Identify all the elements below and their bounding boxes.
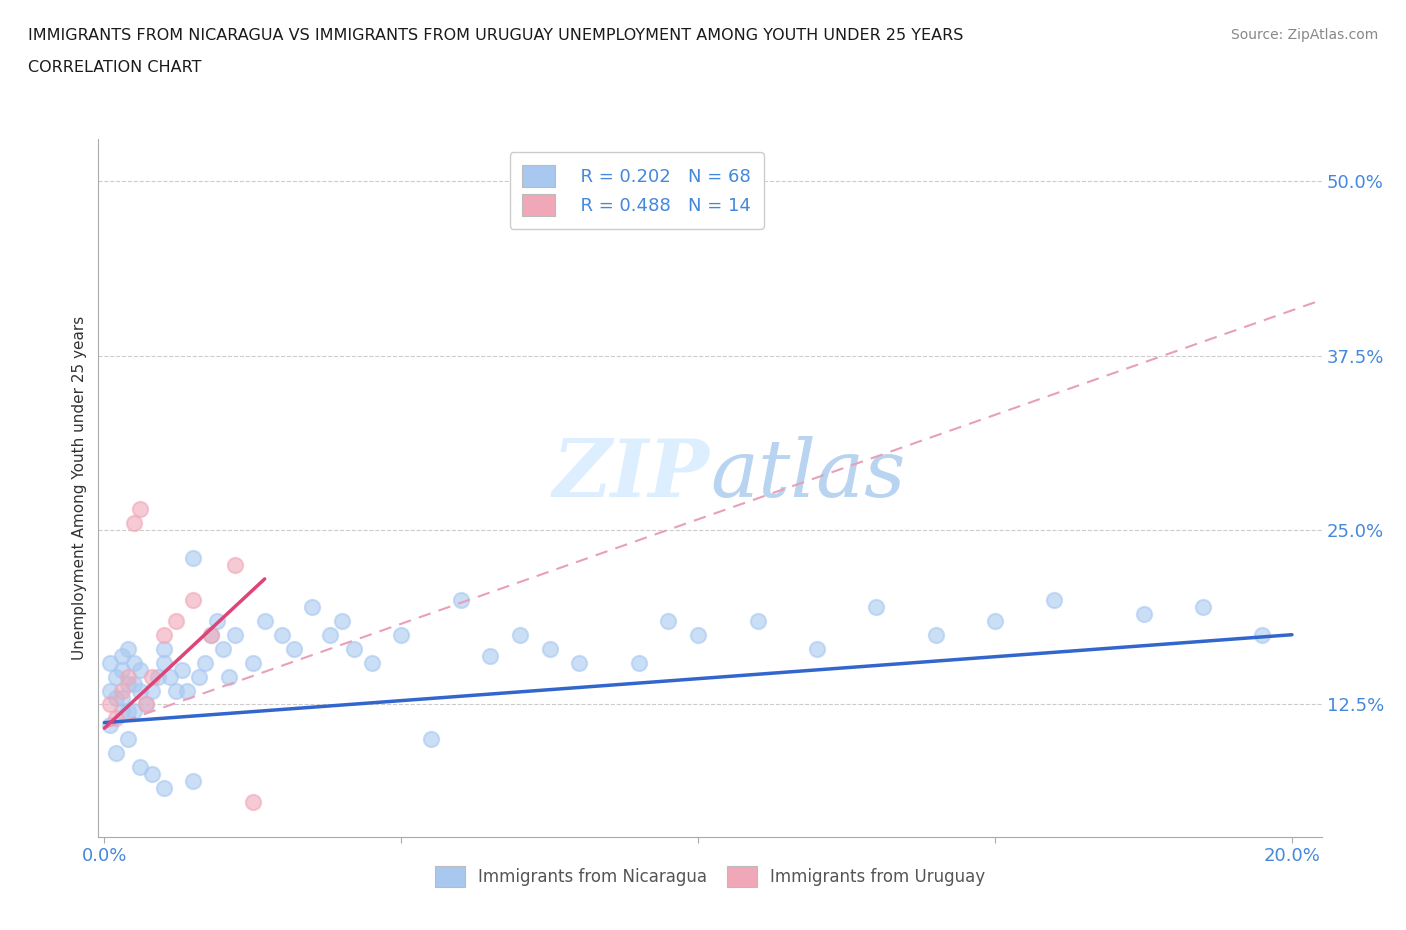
Point: [627, 656, 650, 671]
Point: [98, 683, 121, 698]
Point: [450, 592, 472, 607]
Text: atlas: atlas: [710, 435, 905, 513]
Point: [343, 642, 366, 657]
Text: Source: ZipAtlas.com: Source: ZipAtlas.com: [1230, 28, 1378, 42]
Point: [152, 781, 174, 796]
Text: CORRELATION CHART: CORRELATION CHART: [28, 60, 201, 75]
Point: [330, 614, 353, 629]
Point: [747, 614, 769, 629]
Point: [122, 676, 145, 691]
Point: [170, 662, 193, 677]
Point: [253, 614, 276, 629]
Point: [141, 683, 163, 698]
Point: [389, 628, 412, 643]
Point: [509, 628, 531, 643]
Point: [188, 670, 211, 684]
Legend: Immigrants from Nicaragua, Immigrants from Uruguay: Immigrants from Nicaragua, Immigrants fr…: [423, 855, 997, 898]
Point: [176, 683, 198, 698]
Point: [129, 662, 152, 677]
Point: [117, 676, 139, 691]
Text: ZIP: ZIP: [553, 435, 710, 513]
Point: [224, 628, 246, 643]
Point: [105, 711, 128, 725]
Point: [117, 642, 139, 657]
Point: [1043, 592, 1066, 607]
Point: [129, 683, 152, 698]
Point: [105, 690, 128, 705]
Point: [420, 732, 443, 747]
Point: [105, 670, 128, 684]
Point: [135, 698, 157, 712]
Point: [212, 642, 235, 657]
Point: [865, 600, 887, 615]
Point: [111, 648, 134, 663]
Point: [111, 683, 134, 698]
Point: [141, 766, 163, 781]
Point: [159, 670, 181, 684]
Point: [117, 732, 139, 747]
Point: [924, 628, 946, 643]
Point: [183, 592, 205, 607]
Point: [538, 642, 561, 657]
Text: IMMIGRANTS FROM NICARAGUA VS IMMIGRANTS FROM URUGUAY UNEMPLOYMENT AMONG YOUTH UN: IMMIGRANTS FROM NICARAGUA VS IMMIGRANTS …: [28, 28, 963, 43]
Point: [129, 502, 152, 517]
Point: [146, 670, 169, 684]
Point: [129, 760, 152, 775]
Point: [1192, 600, 1215, 615]
Point: [111, 662, 134, 677]
Point: [242, 656, 264, 671]
Point: [122, 704, 145, 719]
Point: [657, 614, 679, 629]
Point: [271, 628, 294, 643]
Point: [479, 648, 502, 663]
Point: [98, 718, 121, 733]
Point: [152, 642, 174, 657]
Point: [183, 551, 205, 565]
Point: [183, 774, 205, 789]
Point: [117, 704, 139, 719]
Point: [984, 614, 1007, 629]
Point: [360, 656, 382, 671]
Point: [688, 628, 710, 643]
Point: [111, 690, 134, 705]
Point: [165, 683, 187, 698]
Point: [301, 600, 323, 615]
Point: [105, 746, 128, 761]
Point: [242, 794, 264, 809]
Point: [98, 698, 121, 712]
Point: [194, 656, 217, 671]
Point: [205, 614, 228, 629]
Point: [200, 628, 222, 643]
Point: [122, 515, 145, 530]
Point: [319, 628, 342, 643]
Point: [568, 656, 591, 671]
Point: [117, 670, 139, 684]
Point: [200, 628, 222, 643]
Point: [165, 614, 187, 629]
Point: [122, 656, 145, 671]
Point: [224, 557, 246, 572]
Point: [98, 656, 121, 671]
Point: [1251, 628, 1274, 643]
Point: [135, 698, 157, 712]
Point: [806, 642, 828, 657]
Point: [152, 656, 174, 671]
Point: [283, 642, 305, 657]
Point: [111, 704, 134, 719]
Point: [152, 628, 174, 643]
Point: [141, 670, 163, 684]
Point: [218, 670, 240, 684]
Point: [1132, 606, 1154, 621]
Y-axis label: Unemployment Among Youth under 25 years: Unemployment Among Youth under 25 years: [72, 316, 87, 660]
